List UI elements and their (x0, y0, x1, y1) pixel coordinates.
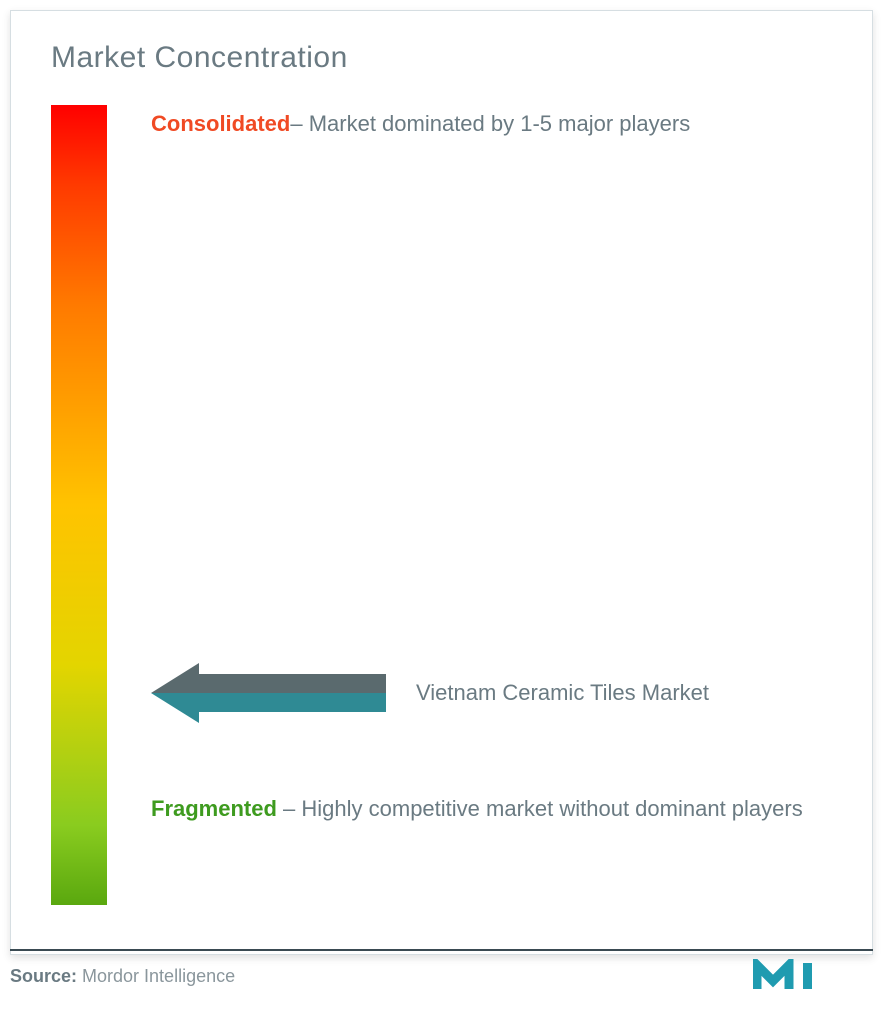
infographic-title: Market Concentration (51, 41, 832, 75)
source-line: Source: Mordor Intelligence (10, 966, 235, 987)
marker-label: Vietnam Ceramic Tiles Market (416, 678, 709, 709)
consolidated-desc: – Market dominated by 1-5 major players (290, 111, 690, 136)
marker-arrow-icon (151, 660, 386, 726)
concentration-gradient-bar (51, 105, 107, 905)
fragmented-keyword: Fragmented (151, 796, 277, 821)
market-marker: Vietnam Ceramic Tiles Market (151, 660, 709, 726)
infographic-content: Consolidated– Market dominated by 1-5 ma… (51, 105, 832, 925)
infographic-card: Market Concentration Consolidated– Marke… (10, 10, 873, 955)
fragmented-desc: – Highly competitive market without domi… (277, 796, 803, 821)
source-label: Source: (10, 966, 77, 986)
source-value: Mordor Intelligence (77, 966, 235, 986)
fragmented-label: Fragmented – Highly competitive market w… (151, 785, 822, 833)
consolidated-keyword: Consolidated (151, 111, 290, 136)
consolidated-label: Consolidated– Market dominated by 1-5 ma… (151, 100, 822, 148)
footer: Source: Mordor Intelligence (10, 949, 873, 993)
brand-logo-icon (753, 959, 863, 993)
